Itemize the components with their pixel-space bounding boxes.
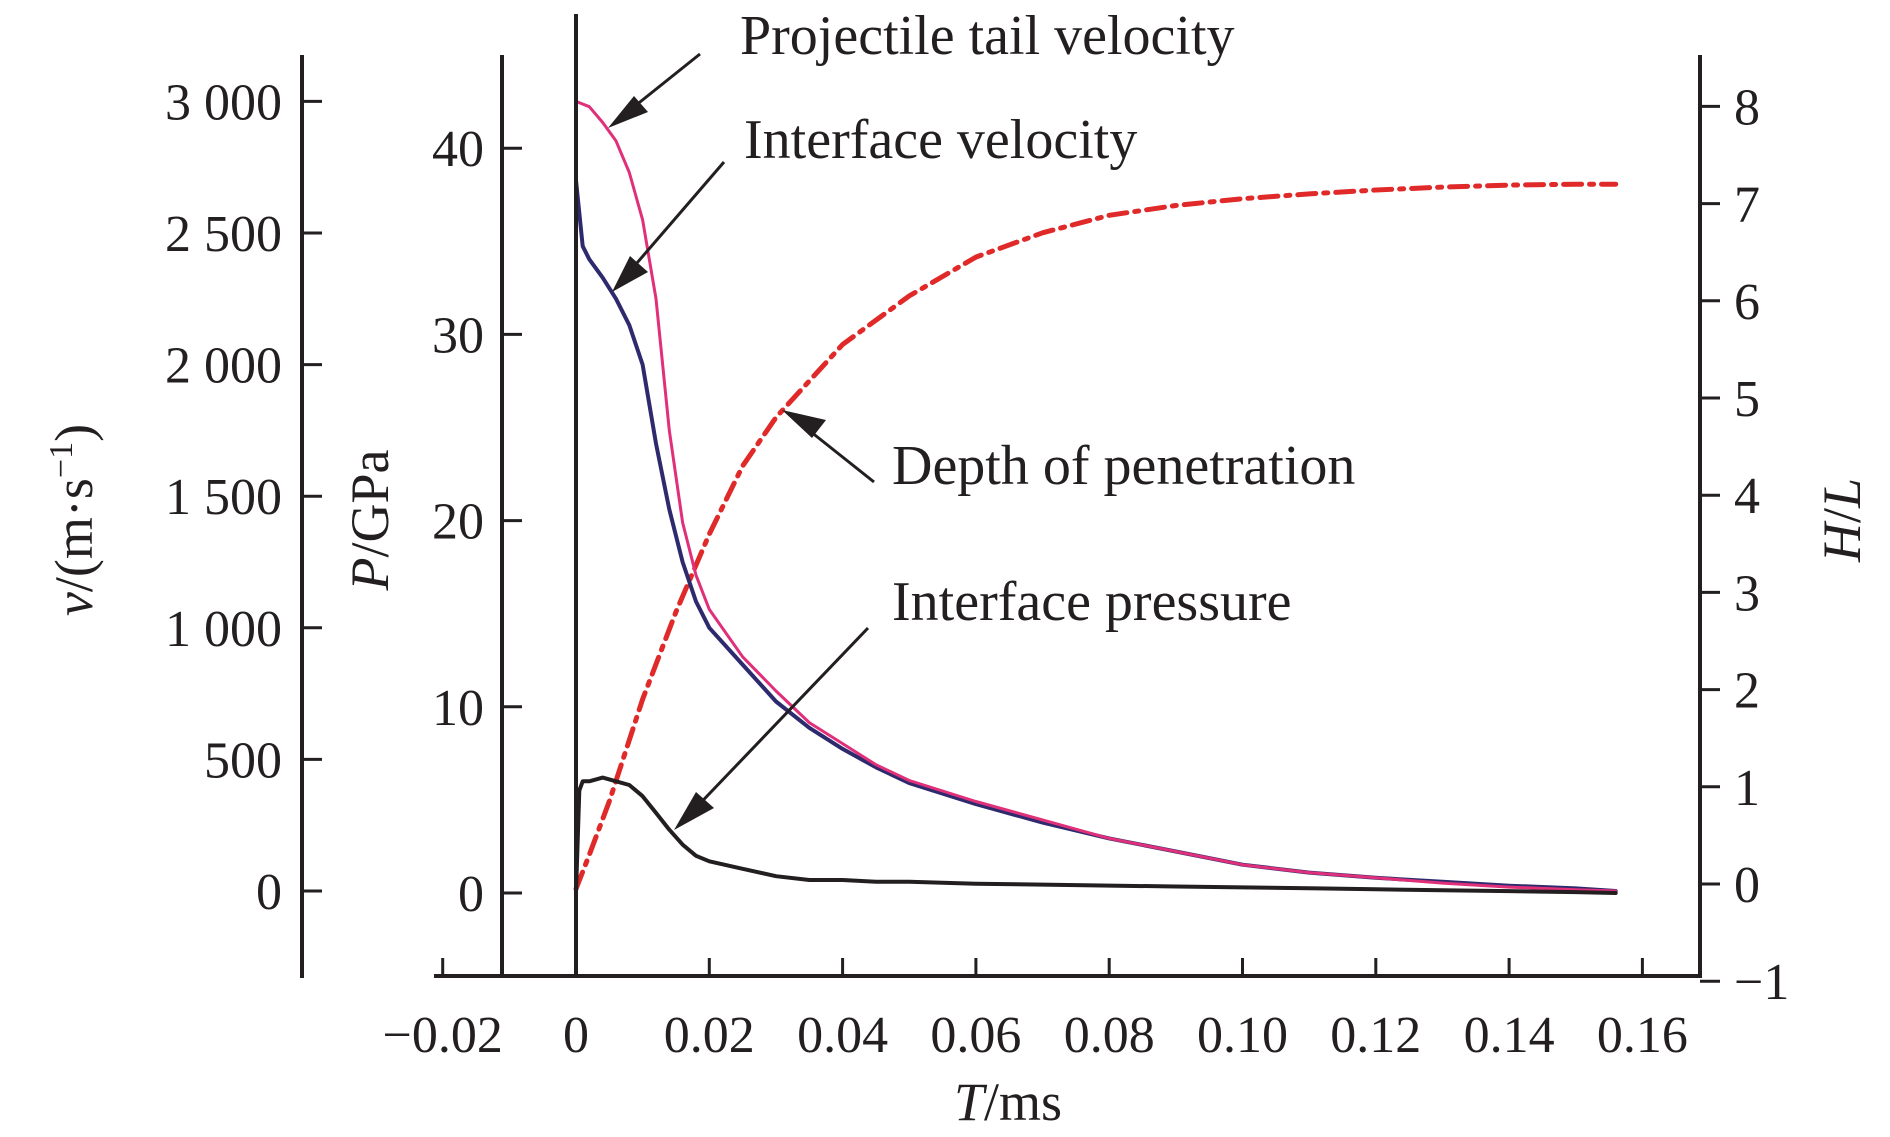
x-tick-label: 0.08	[1064, 1007, 1155, 1064]
depth-tick-label: 2	[1734, 663, 1760, 720]
velocity-tick-label: 3 000	[165, 74, 282, 131]
depth-tick-label: 1	[1734, 760, 1760, 817]
velocity-axis-ticks: 0 500 1 000 1 500 2 000 2 500 3 000	[165, 74, 322, 921]
x-tick-label: 0.04	[797, 1007, 888, 1064]
arrow-depth-of-penetration	[782, 410, 875, 484]
pressure-tick-label: 20	[432, 494, 484, 551]
pressure-tick-label: 40	[432, 121, 484, 178]
annotation-depth-of-penetration: Depth of penetration	[892, 435, 1355, 497]
x-tick-label: 0.16	[1597, 1007, 1688, 1064]
x-tick-label: 0	[563, 1007, 589, 1064]
velocity-tick-label: 1 000	[165, 601, 282, 658]
velocity-tick-label: 1 500	[165, 469, 282, 526]
annotation-projectile-tail-velocity: Projectile tail velocity	[740, 5, 1235, 67]
x-axis-title: T/ms	[954, 1072, 1062, 1132]
pressure-tick-label: 0	[458, 866, 484, 923]
series-line-depth-of-penetration	[573, 181, 1619, 892]
depth-tick-label: 0	[1734, 857, 1760, 914]
depth-tick-label: 5	[1734, 371, 1760, 428]
x-tick-label: 0.10	[1197, 1007, 1288, 1064]
annotation-interface-pressure: Interface pressure	[892, 571, 1292, 633]
depth-tick-label: 6	[1734, 274, 1760, 331]
depth-axis-ticks: −1 0 1 2 3 4 5 6 7 8	[1700, 79, 1789, 1011]
x-tick-label: 0.12	[1330, 1007, 1421, 1064]
series-layer	[573, 99, 1619, 895]
arrow-projectile-tail-velocity	[608, 52, 701, 128]
depth-tick-label: 7	[1734, 177, 1760, 234]
annotation-interface-velocity: Interface velocity	[744, 109, 1137, 171]
pressure-tick-label: 10	[432, 680, 484, 737]
series-line-projectile-tail-velocity	[574, 99, 1618, 893]
velocity-tick-label: 0	[256, 864, 282, 921]
x-axis-ticks: −0.02 0 0.02 0.04 0.06 0.08 0.10 0.12 0.14 0.16	[383, 958, 1688, 1064]
velocity-tick-label: 500	[204, 732, 282, 789]
depth-tick-label: 8	[1734, 79, 1760, 136]
depth-tick-label: 4	[1734, 468, 1760, 525]
x-tick-label: 0.06	[930, 1007, 1021, 1064]
arrow-interface-velocity	[612, 161, 726, 292]
pressure-axis-ticks: 0 10 20 30 40	[432, 121, 522, 923]
pressure-tick-label: 30	[432, 307, 484, 364]
velocity-axis-title: v/(m·s−1)	[43, 424, 104, 616]
series-line-interface-velocity	[574, 178, 1618, 893]
arrow-interface-pressure	[674, 626, 870, 830]
series-line-interface-pressure	[574, 775, 1618, 895]
pressure-axis-title: P/GPa	[340, 449, 400, 591]
x-tick-label: −0.02	[383, 1007, 503, 1064]
depth-axis-title: H/L	[1812, 478, 1872, 563]
x-tick-label: 0.02	[664, 1007, 755, 1064]
velocity-tick-label: 2 000	[165, 338, 282, 395]
depth-tick-label: −1	[1734, 954, 1789, 1011]
velocity-tick-label: 2 500	[165, 206, 282, 263]
x-tick-label: 0.14	[1464, 1007, 1555, 1064]
depth-tick-label: 3	[1734, 565, 1760, 622]
